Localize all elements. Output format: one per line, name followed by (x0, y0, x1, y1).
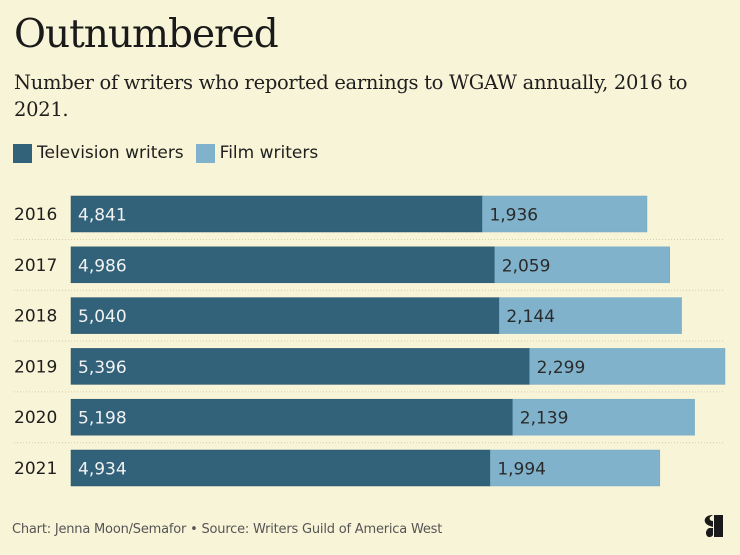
bar-film-2018 (499, 297, 682, 334)
data-label-film-2020: 2,139 (520, 409, 569, 429)
category-label-2019: 2019 (14, 357, 57, 377)
data-label-television-2018: 5,040 (78, 307, 127, 327)
data-label-television-2016: 4,841 (78, 206, 127, 226)
legend-label-film: Film writers (219, 143, 319, 163)
data-label-film-2016: 1,936 (489, 206, 538, 226)
bar-television-2017 (70, 246, 496, 284)
legend-swatch-film (195, 143, 215, 163)
bar-television-2018 (70, 297, 500, 334)
footer-credit: Chart: Jenna Moon/Semafor • Source: Writ… (12, 522, 443, 537)
bar-film-2021 (490, 449, 661, 487)
legend-swatch-television (13, 143, 32, 163)
semafor-logo-icon (704, 515, 723, 538)
data-label-television-2017: 4,986 (78, 256, 127, 276)
bar-television-2021 (70, 449, 491, 487)
data-label-television-2021: 4,934 (78, 460, 127, 480)
legend-item-film: Film writers (195, 143, 319, 163)
bar-film-2016 (482, 195, 648, 233)
bar-television-2020 (70, 398, 514, 436)
data-label-television-2019: 5,396 (78, 358, 127, 378)
data-label-television-2020: 5,198 (78, 409, 127, 429)
data-label-film-2018: 2,144 (506, 307, 555, 327)
bar-television-2019 (70, 348, 530, 385)
data-label-film-2017: 2,059 (502, 256, 551, 276)
bar-film-2020 (512, 398, 695, 436)
data-label-film-2021: 1,994 (497, 460, 546, 480)
chart-title: Outnumbered (14, 12, 279, 57)
chart-subtitle: Number of writers who reported earnings … (14, 71, 688, 121)
category-label-2017: 2017 (14, 256, 57, 276)
legend-item-television: Television writers (13, 143, 184, 163)
legend-label-television: Television writers (37, 143, 184, 163)
legend: Television writers Film writers (13, 143, 330, 163)
category-label-2020: 2020 (14, 408, 57, 428)
category-label-2021: 2021 (14, 459, 57, 479)
bar-chart: 2016 4,841 1,936 2017 4,986 2,059 2018 5,040 2,1… (14, 195, 726, 487)
category-label-2018: 2018 (14, 307, 57, 327)
data-label-film-2019: 2,299 (537, 358, 586, 378)
bar-film-2019 (529, 348, 726, 385)
bar-film-2017 (494, 246, 671, 284)
category-label-2016: 2016 (14, 205, 57, 225)
bar-television-2016 (70, 195, 483, 233)
